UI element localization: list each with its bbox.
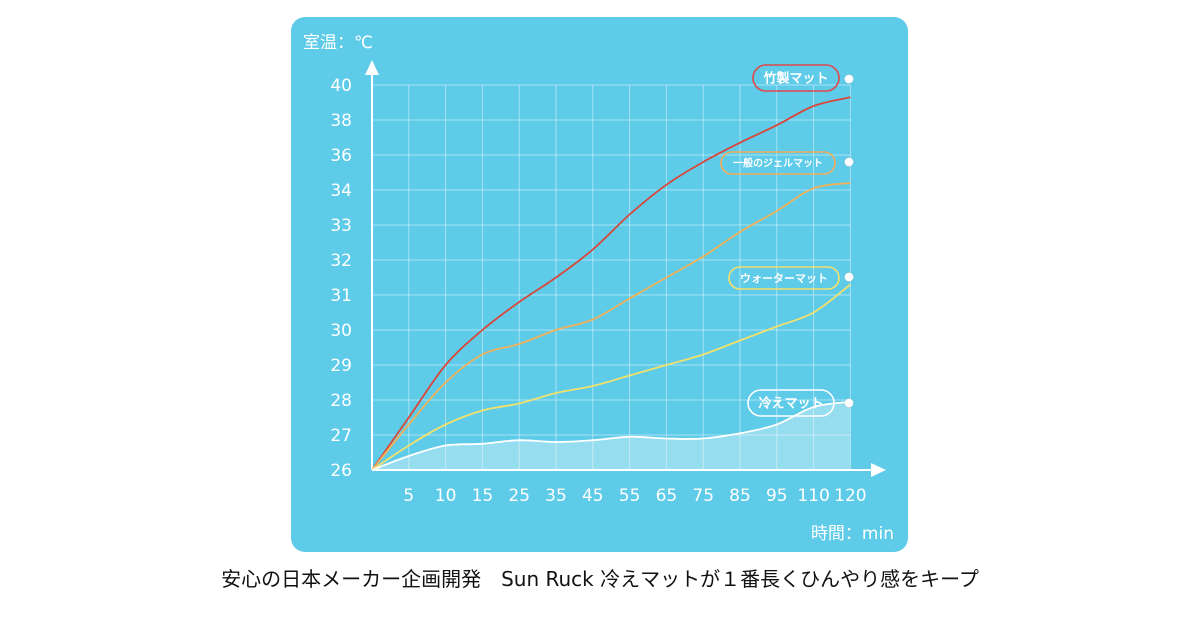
series-line — [371, 96, 851, 471]
x-tick-label: 45 — [582, 486, 604, 506]
x-tick-label: 75 — [692, 486, 714, 506]
y-axis-title: 室温：℃ — [303, 33, 373, 53]
y-tick-label: 38 — [330, 111, 352, 131]
series-lines — [371, 74, 854, 471]
x-tick-labels: 5 10 15 25 35 45 55 65 75 85 95 110 120 — [403, 486, 866, 506]
x-tick-label: 120 — [834, 486, 866, 506]
x-tick-label: 5 — [403, 486, 414, 506]
series-area-fill — [372, 401, 851, 470]
x-tick-label: 35 — [545, 486, 567, 506]
chart-panel: 26 27 28 29 30 31 32 33 34 36 38 40 5 10 15 25 35 45 55 65… — [291, 17, 908, 552]
y-tick-label: 36 — [330, 146, 352, 166]
axes — [365, 60, 886, 477]
x-tick-label: 110 — [797, 486, 829, 506]
y-tick-label: 29 — [330, 356, 352, 376]
y-tick-label: 32 — [330, 251, 352, 271]
series-line — [371, 400, 851, 471]
series-end-dot — [844, 398, 854, 408]
y-tick-label: 27 — [330, 426, 352, 446]
x-tick-label: 85 — [729, 486, 751, 506]
caption: 安心の日本メーカー企画開発 Sun Ruck 冷えマットが１番長くひんやり感をキ… — [221, 567, 979, 591]
x-tick-label: 10 — [435, 486, 457, 506]
series-end-dot — [844, 272, 854, 282]
x-axis-title: 時間：min — [811, 524, 894, 544]
x-axis-arrow-icon — [871, 463, 886, 477]
y-tick-label: 33 — [330, 216, 352, 236]
series-line — [371, 182, 851, 471]
x-tick-label: 25 — [508, 486, 530, 506]
x-tick-label: 95 — [766, 486, 788, 506]
area-fill-layer — [372, 401, 851, 470]
y-tick-labels: 26 27 28 29 30 31 32 33 34 36 38 40 — [330, 76, 352, 481]
series-label-box — [728, 266, 840, 290]
series-label: ウォーターマット — [740, 272, 828, 285]
series-label-box — [752, 64, 840, 92]
y-tick-label: 30 — [330, 321, 352, 341]
series-end-dot — [844, 157, 854, 167]
y-tick-label: 34 — [330, 181, 352, 201]
x-tick-label: 65 — [656, 486, 678, 506]
x-tick-label: 55 — [619, 486, 641, 506]
series-line — [371, 283, 851, 471]
series-end-dot — [844, 74, 854, 84]
series-label: 竹製マット — [762, 71, 828, 87]
y-axis-arrow-icon — [365, 60, 379, 75]
y-tick-label: 28 — [330, 391, 352, 411]
y-tick-label: 31 — [330, 286, 352, 306]
y-tick-label: 40 — [330, 76, 352, 96]
series-label: 一般のジェルマット — [733, 157, 823, 170]
series-label-box — [720, 151, 836, 175]
x-tick-label: 15 — [472, 486, 494, 506]
series-label: 冷えマット — [758, 396, 823, 412]
series-label-box — [747, 389, 835, 417]
temperature-chart: 26 27 28 29 30 31 32 33 34 36 38 40 5 10 15 25 35 45 55 65… — [303, 33, 894, 544]
y-tick-label: 26 — [330, 461, 352, 481]
